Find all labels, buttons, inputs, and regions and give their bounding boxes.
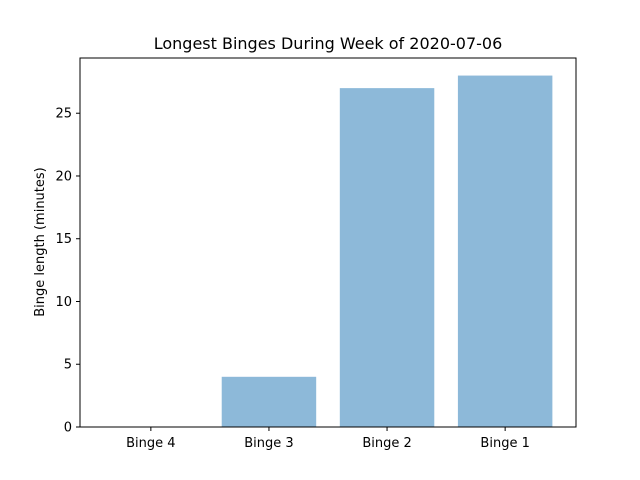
x-tick-label: Binge 2 [362,436,411,451]
y-tick-label: 20 [55,169,72,184]
x-tick-label: Binge 1 [480,436,529,451]
y-tick-label: 0 [64,421,72,436]
x-tick-label: Binge 3 [244,436,293,451]
x-tick-label: Binge 4 [126,436,175,451]
x-axis-ticks: Binge 4 Binge 3 Binge 2 Binge 1 [126,427,530,451]
plot-frame [79,57,577,428]
y-tick-label: 10 [55,295,72,310]
bar-binge-1 [457,75,553,428]
y-axis-ticks: 0 5 10 15 20 25 [55,107,80,436]
bar-binge-2 [339,88,435,428]
y-tick-label: 5 [64,358,72,373]
chart-title: Longest Binges During Week of 2020-07-06 [154,34,503,53]
y-tick-label: 25 [55,107,72,122]
y-tick-label: 15 [55,232,72,247]
bars-group [221,75,553,428]
y-axis-label: Binge length (minutes) [33,167,48,317]
bar-binge-3 [221,376,317,427]
